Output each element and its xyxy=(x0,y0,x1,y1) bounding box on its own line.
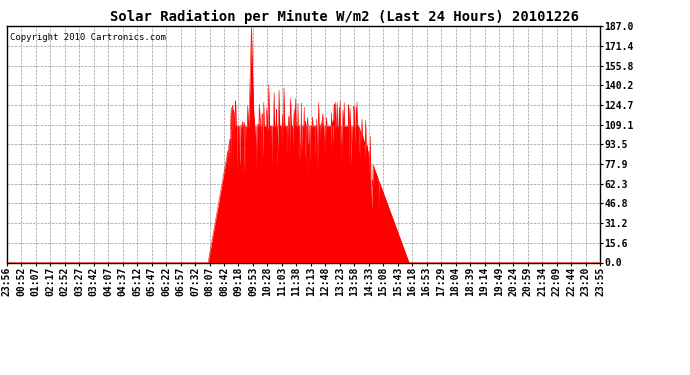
Text: Copyright 2010 Cartronics.com: Copyright 2010 Cartronics.com xyxy=(10,33,166,42)
Text: Solar Radiation per Minute W/m2 (Last 24 Hours) 20101226: Solar Radiation per Minute W/m2 (Last 24… xyxy=(110,9,580,24)
